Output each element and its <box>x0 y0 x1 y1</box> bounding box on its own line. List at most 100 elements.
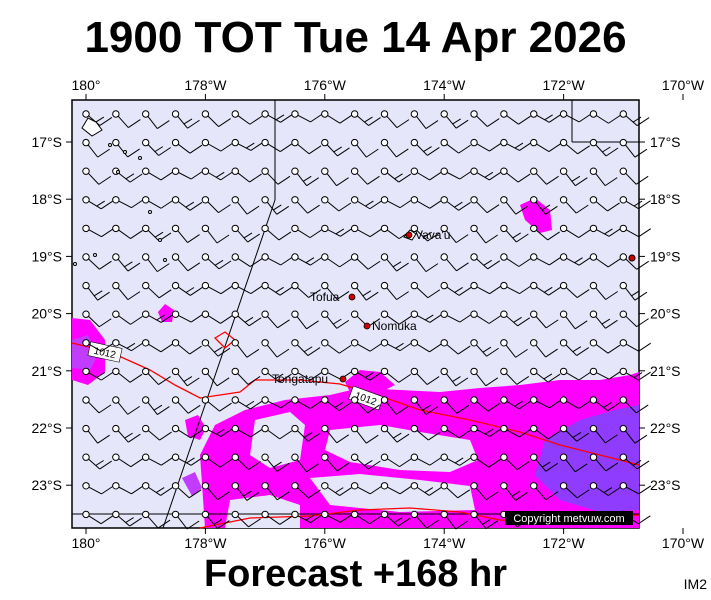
wind-barb <box>142 396 170 415</box>
wind-barb <box>380 424 410 443</box>
wind-barb <box>380 196 413 209</box>
lat-label-left: 17°S <box>31 134 62 150</box>
wind-barb <box>231 424 263 438</box>
wind-barb <box>321 453 350 472</box>
lat-label-right: 17°S <box>650 134 681 150</box>
wind-barb <box>142 110 170 130</box>
wind-barb <box>440 396 470 414</box>
wind-barb <box>410 253 439 273</box>
wind-barb <box>291 224 323 239</box>
wind-barb <box>380 167 412 183</box>
wind-barb <box>201 510 230 529</box>
wind-barb <box>589 339 621 354</box>
wind-barb <box>589 281 618 300</box>
wind-barb <box>559 281 590 298</box>
wind-barb <box>440 482 471 499</box>
wind-barb <box>380 482 413 495</box>
wind-barb <box>559 367 592 381</box>
wind-barb <box>261 110 293 123</box>
wind-barb <box>231 138 264 151</box>
wind-barb <box>171 253 201 272</box>
wind-barb <box>350 110 381 126</box>
wind-barb <box>440 253 469 272</box>
wind-barb <box>589 110 621 124</box>
wind-barb <box>82 167 112 185</box>
wind-barb <box>321 396 352 412</box>
axis-ticks <box>66 94 684 534</box>
wind-barb <box>559 196 589 214</box>
lat-label-right: 23°S <box>650 477 681 493</box>
wind-barb <box>440 453 472 466</box>
wind-barb <box>559 424 590 442</box>
wind-barb <box>231 367 261 385</box>
wind-barb <box>470 253 501 270</box>
rain-gap-4 <box>310 474 475 512</box>
wind-barb <box>201 482 230 501</box>
wind-barb <box>171 310 204 323</box>
wind-barb <box>530 453 559 472</box>
wind-barb <box>380 510 411 527</box>
rain-blob-178w-south <box>185 415 206 440</box>
place-label-tongatapu: Tongatapu <box>272 372 328 386</box>
wind-barb <box>261 510 293 525</box>
wind-barb <box>171 167 204 180</box>
lon-label-top: 172°W <box>543 77 586 93</box>
island-dot-9 <box>73 262 77 266</box>
wind-barb <box>201 396 232 412</box>
lon-label-top: 178°W <box>184 77 227 93</box>
wind-barb <box>171 482 202 499</box>
wind-barb <box>142 339 174 353</box>
wind-barb <box>291 138 322 155</box>
place-marker-tongatapu <box>339 375 347 383</box>
wind-barb <box>619 339 652 352</box>
wind-barb <box>380 339 413 352</box>
wind-barb <box>380 253 409 272</box>
wind-barb <box>82 339 114 352</box>
wind-barb <box>142 138 171 156</box>
place-marker-niuas <box>628 254 636 262</box>
wind-barb <box>261 482 290 501</box>
wind-barb <box>350 396 380 414</box>
wind-barb <box>470 424 502 437</box>
wind-barb <box>470 367 499 387</box>
wind-barb <box>619 224 652 238</box>
wind-barb <box>201 253 232 270</box>
island-dot-6 <box>158 238 162 242</box>
wind-barb <box>82 424 110 444</box>
wind-barb <box>589 482 621 496</box>
wind-barb <box>530 138 562 153</box>
wind-barb <box>291 367 323 381</box>
wind-barb <box>530 339 558 358</box>
wind-barb <box>619 424 648 444</box>
wind-barb <box>321 482 352 496</box>
lon-label-top: 176°W <box>304 77 347 93</box>
wind-barb <box>201 424 234 437</box>
wind-barb <box>500 224 529 243</box>
lon-label-bottom: 174°W <box>423 535 466 551</box>
wind-barb <box>82 281 110 301</box>
wind-barb <box>171 396 201 414</box>
wind-barb <box>530 424 561 440</box>
wind-barb <box>82 253 112 270</box>
wind-barb <box>559 253 592 266</box>
wind-barb <box>171 196 203 211</box>
wind-barb <box>350 281 379 301</box>
wind-barb <box>619 196 651 210</box>
wind-barb <box>589 453 619 472</box>
wind-barb <box>559 224 591 239</box>
wind-barb <box>291 424 321 442</box>
wind-barb <box>112 367 143 383</box>
wind-barb <box>530 310 559 329</box>
wind-barb <box>410 367 440 386</box>
lon-label-bottom: 180° <box>72 535 101 551</box>
wind-barb <box>530 281 561 296</box>
wind-barb <box>619 310 649 328</box>
credit-text: Copyright metvuw.com <box>513 513 624 525</box>
wind-barb <box>619 281 648 301</box>
wind-barb <box>142 253 170 273</box>
wind-barb <box>410 310 443 323</box>
wind-barb <box>470 110 500 127</box>
wind-barb <box>500 453 530 470</box>
wind-barb <box>291 281 321 298</box>
wind-barb <box>589 196 620 212</box>
